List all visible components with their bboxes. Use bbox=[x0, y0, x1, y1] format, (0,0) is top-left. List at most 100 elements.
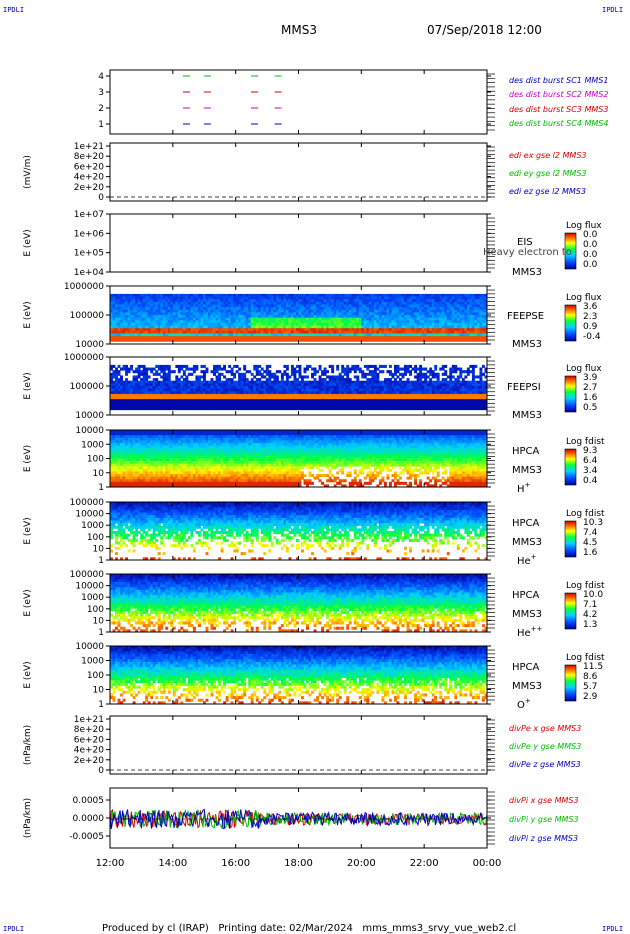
colorbar-tick-label: 1.6 bbox=[583, 393, 598, 403]
panel-6: E (eV) H+ bbox=[23, 429, 577, 495]
colorbar-tick-label: 0.0 bbox=[583, 240, 598, 250]
panel-5-ytick-label: 100000 bbox=[70, 382, 105, 392]
panel-2-ytick-label: 6e+20 bbox=[74, 162, 105, 172]
colorbar-tick-label: 2.3 bbox=[583, 312, 597, 322]
panel-1-ytick-label: 2 bbox=[98, 104, 104, 114]
corner-label-bottom-left: IPDLI bbox=[3, 925, 24, 933]
panel-2-ytick-label: 1e+21 bbox=[74, 142, 104, 152]
panel-10-frame bbox=[109, 715, 488, 775]
legend-entry: edi ez gse l2 MMS3 bbox=[509, 187, 586, 196]
panel-3-ytick-label: 1e+05 bbox=[74, 249, 104, 259]
colorbar-tick-label: 0.0 bbox=[583, 260, 598, 270]
panel-8-species: He++ bbox=[517, 625, 543, 639]
legend-entry: des dist burst SC4 MMS4 bbox=[509, 119, 608, 128]
panel-7-species: He+ bbox=[517, 553, 537, 567]
panel-11-ytick-label: 0.0000 bbox=[73, 814, 105, 824]
colorbar-tick-label: 4.2 bbox=[583, 610, 597, 620]
panel-1-frame bbox=[109, 69, 488, 135]
date-title: 07/Sep/2018 12:00 bbox=[427, 23, 542, 37]
colorbar-tick-label: 0.4 bbox=[583, 476, 598, 486]
panel-6-ytick-label: 100 bbox=[87, 455, 104, 465]
xaxis-tick-label: 00:00 bbox=[473, 858, 502, 869]
panel-8-ylabel: E (eV) bbox=[23, 589, 33, 616]
panel-7-instrument: HPCA bbox=[512, 518, 540, 529]
panel-8-ytick-label: 10 bbox=[93, 616, 105, 626]
panel-1-ytick-label: 3 bbox=[98, 88, 104, 98]
panel-5-ytick-label: 1000000 bbox=[64, 353, 104, 363]
colorbar-tick-label: 2.9 bbox=[583, 692, 598, 702]
panel-5-spacecraft: MMS3 bbox=[512, 410, 542, 421]
colorbar-title: Log flux bbox=[566, 364, 602, 374]
panel-11-ytick-label: -0.0005 bbox=[69, 832, 104, 842]
colorbar bbox=[564, 592, 577, 630]
xaxis-tick-label: 22:00 bbox=[410, 858, 439, 869]
panel-2-ylabel: (mV/m) bbox=[23, 155, 33, 189]
panel-7: E (eV) He+ bbox=[23, 501, 577, 567]
colorbar-tick-label: 3.4 bbox=[583, 466, 598, 476]
panel-10-ytick-label: 1e+21 bbox=[74, 715, 104, 725]
panel-6-ylabel: E (eV) bbox=[23, 445, 33, 472]
colorbar-title: Log fdist bbox=[566, 653, 605, 663]
footer-credit: Produced by cl (IRAP) Printing date: 02/… bbox=[102, 923, 516, 934]
panel-5-ylabel: E (eV) bbox=[23, 372, 33, 399]
colorbar-title: Log fdist bbox=[566, 437, 605, 447]
panel-5-spectrogram bbox=[110, 364, 488, 411]
colorbar-tick-label: 10.3 bbox=[583, 518, 603, 528]
panel-2: (mV/m) bbox=[23, 142, 495, 202]
panel-6-ytick-label: 1 bbox=[98, 483, 104, 493]
legend-entry: divPe x gse MMS3 bbox=[509, 724, 581, 733]
panel-8-ytick-label: 1000 bbox=[81, 593, 104, 603]
panel-7-spacecraft: MMS3 bbox=[512, 537, 542, 548]
panel-3-frame bbox=[109, 213, 488, 273]
legend-entry: divPe z gse MMS3 bbox=[509, 760, 581, 769]
panel-10-ytick-label: 4e+20 bbox=[74, 746, 105, 756]
panel-6-ytick-label: 10000 bbox=[75, 426, 104, 436]
xaxis-tick-label: 16:00 bbox=[221, 858, 250, 869]
panel-9-ylabel: E (eV) bbox=[23, 661, 33, 688]
panel-4-ylabel: E (eV) bbox=[23, 301, 33, 328]
panel-4-spacecraft: MMS3 bbox=[512, 339, 542, 350]
panel-4-ytick-label: 100000 bbox=[70, 311, 105, 321]
colorbar-tick-label: 0.0 bbox=[583, 250, 598, 260]
corner-label-bottom-right: IPDLI bbox=[602, 925, 623, 933]
panel-4: E (eV) bbox=[23, 285, 577, 345]
legend-entry: des dist burst SC2 MMS2 bbox=[509, 90, 608, 99]
panel-4-spectrogram bbox=[110, 293, 488, 342]
panel-1-ytick-label: 1 bbox=[98, 120, 104, 130]
legend-entry: divPi x gse MMS3 bbox=[509, 796, 579, 805]
colorbar-title: Log fdist bbox=[566, 509, 605, 519]
panel-2-ytick-label: 4e+20 bbox=[74, 173, 105, 183]
panel-1 bbox=[106, 69, 495, 135]
panel-6-spacecraft: MMS3 bbox=[512, 465, 542, 476]
legend-entry: des dist burst SC1 MMS1 bbox=[509, 76, 608, 85]
colorbar-tick-label: 11.5 bbox=[583, 662, 603, 672]
panel-3-ylabel: E (eV) bbox=[23, 229, 33, 256]
colorbar-tick-label: 8.6 bbox=[583, 672, 598, 682]
panel-10-ytick-label: 6e+20 bbox=[74, 735, 105, 745]
panel-3-spacecraft: MMS3 bbox=[512, 267, 542, 278]
legend-entry: divPe y gse MMS3 bbox=[509, 742, 581, 751]
legend-entry: divPi z gse MMS3 bbox=[509, 834, 578, 843]
colorbar-tick-label: 7.4 bbox=[583, 528, 598, 538]
panel-8-ytick-label: 10000 bbox=[75, 582, 104, 592]
colorbar bbox=[564, 664, 577, 702]
panel-9-species: O+ bbox=[517, 697, 531, 711]
colorbar-title: Log fdist bbox=[566, 581, 605, 591]
panel-4-ytick-label: 10000 bbox=[75, 340, 104, 350]
panel-3-ytick-label: 1e+04 bbox=[74, 268, 105, 278]
panel-2-ytick-label: 8e+20 bbox=[74, 152, 105, 162]
panel-7-ytick-label: 100000 bbox=[70, 498, 105, 508]
corner-label-top-right: IPDLI bbox=[602, 6, 623, 14]
panel-3-instrument: EIS bbox=[517, 237, 533, 248]
panel-9-ytick-label: 100 bbox=[87, 671, 104, 681]
panel-5-ytick-label: 10000 bbox=[75, 411, 104, 421]
legend-entry: edi ey gse l2 MMS3 bbox=[509, 169, 587, 178]
panel-7-ylabel: E (eV) bbox=[23, 517, 33, 544]
colorbar bbox=[564, 520, 577, 558]
panel-8-ytick-label: 100000 bbox=[70, 570, 105, 580]
panel-6-ytick-label: 1000 bbox=[81, 440, 104, 450]
panel-4-instrument: FEEPSE bbox=[507, 311, 544, 322]
colorbar-tick-label: 0.5 bbox=[583, 403, 597, 413]
colorbar-tick-label: 6.4 bbox=[583, 456, 598, 466]
colorbar-tick-label: 0.0 bbox=[583, 230, 598, 240]
